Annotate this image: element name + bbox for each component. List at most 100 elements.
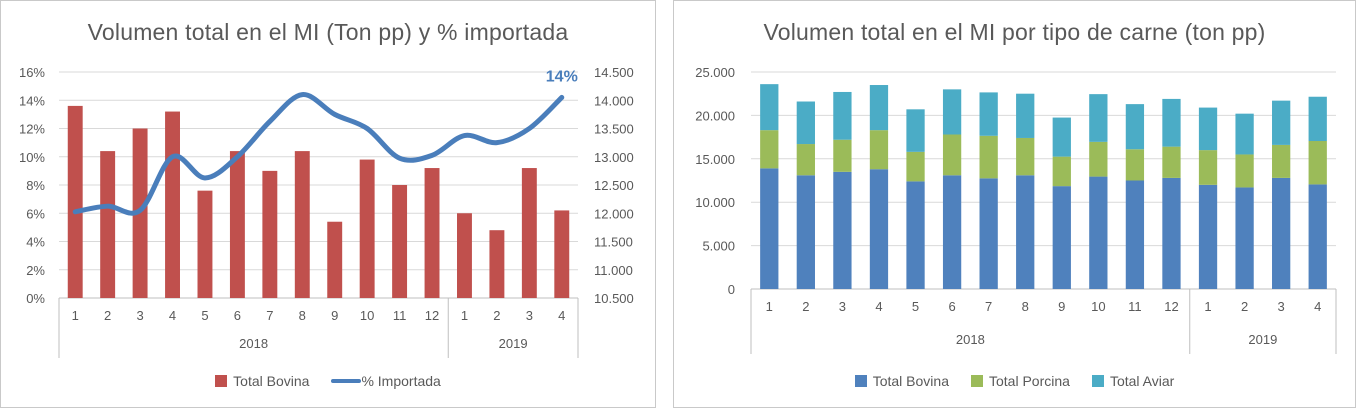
- segment-porcina: [1089, 141, 1108, 177]
- bar-bovina: [197, 190, 213, 298]
- segment-aviar: [833, 91, 852, 140]
- segment-bovina: [1272, 177, 1291, 289]
- point-importada: [107, 205, 109, 207]
- segment-porcina: [979, 135, 998, 179]
- x-tick-label: 4: [875, 299, 882, 314]
- y-left-tick-label: 12%: [19, 122, 45, 137]
- x-tick-label: 2: [493, 308, 500, 323]
- y-left-tick-label: 2%: [26, 263, 45, 278]
- segment-bovina: [1125, 180, 1145, 289]
- legend-imported: Total Bovina % Importada: [1, 373, 655, 389]
- x-tick-label: 2: [1241, 299, 1248, 314]
- line-importada: [72, 92, 565, 216]
- x-tick-label: 10: [1091, 299, 1105, 314]
- segment-porcina: [1162, 146, 1181, 178]
- x-tick-label: 11: [393, 308, 407, 323]
- segment-porcina: [1272, 144, 1291, 178]
- legend-item-importada: % Importada: [331, 373, 441, 389]
- chart-imported-svg: 0% 2% 4% 6% 8% 10% 12% 14% 16% 10.500 11.000 11.500…: [19, 65, 634, 358]
- y-right-tick-label: 12.000: [594, 206, 634, 221]
- point-importada: [301, 94, 303, 96]
- legend-swatch-bovina: [854, 375, 867, 387]
- point-importada: [496, 142, 498, 144]
- legend-swatch-porcina: [971, 375, 983, 387]
- x-tick-label: 11: [1128, 299, 1142, 314]
- segment-aviar: [1162, 98, 1181, 147]
- segment-bovina: [1308, 184, 1327, 289]
- x-tick-label: 12: [425, 308, 439, 323]
- bar-bovina: [424, 168, 440, 298]
- segment-aviar: [760, 84, 779, 131]
- y-left-tick-label: 16%: [19, 65, 45, 80]
- segment-porcina: [942, 134, 962, 176]
- segment-bovina: [796, 175, 815, 289]
- segment-bovina: [869, 169, 889, 289]
- point-importada: [366, 128, 368, 129]
- segment-porcina: [1198, 150, 1218, 185]
- segment-porcina: [906, 151, 925, 182]
- point-importada: [463, 135, 465, 137]
- segment-bovina: [1235, 187, 1254, 289]
- y-tick-label: 5.000: [702, 239, 735, 254]
- point-importada: [561, 96, 563, 98]
- y-left-tick-label: 10%: [19, 150, 45, 165]
- y-right-tick-label: 14.500: [594, 65, 634, 80]
- y-tick-label: 25.000: [695, 65, 735, 80]
- legend-swatch-importada: [331, 379, 362, 383]
- segment-porcina: [1016, 137, 1035, 176]
- segment-bovina: [1089, 176, 1108, 289]
- segment-porcina: [869, 130, 889, 170]
- segment-bovina: [760, 168, 779, 289]
- point-importada: [269, 120, 271, 122]
- x-tick-label: 1: [766, 299, 773, 314]
- bar-bovina: [327, 221, 343, 298]
- x-tick-label: 5: [201, 308, 208, 323]
- segment-bovina: [1198, 184, 1218, 289]
- y-tick-label: 0: [728, 282, 735, 297]
- segment-aviar: [1016, 93, 1035, 138]
- legend-label-importada: % Importada: [361, 373, 441, 389]
- bar-bovina: [165, 111, 180, 298]
- year-group-label: 2018: [239, 336, 268, 351]
- segment-bovina: [1162, 177, 1181, 289]
- bar-bovina: [100, 151, 116, 298]
- x-tick-label: 7: [985, 299, 992, 314]
- x-tick-label: 9: [1058, 299, 1065, 314]
- segment-aviar: [942, 89, 962, 135]
- y-right-tick-label: 14.000: [594, 93, 634, 108]
- segment-aviar: [1308, 96, 1327, 142]
- segment-porcina: [1308, 141, 1327, 185]
- segment-aviar: [869, 85, 889, 131]
- x-tick-label: 8: [1022, 299, 1029, 314]
- segment-aviar: [796, 101, 815, 145]
- y-left-tick-label: 8%: [26, 178, 45, 193]
- segment-aviar: [1052, 117, 1071, 157]
- chart-panel-imported: Volumen total en el MI (Ton pp) y % impo…: [0, 0, 656, 408]
- bar-bovina: [294, 151, 310, 298]
- x-tick-label: 6: [948, 299, 955, 314]
- y-right-tick-label: 13.000: [594, 150, 634, 165]
- x-tick-label: 8: [299, 308, 306, 323]
- point-importada: [399, 157, 401, 159]
- x-tick-label: 6: [234, 308, 241, 323]
- x-tick-label: 4: [1314, 299, 1321, 314]
- segment-porcina: [1052, 156, 1071, 187]
- point-importada: [172, 156, 174, 158]
- y-left-tick-label: 14%: [19, 93, 45, 108]
- year-group-label: 2019: [499, 336, 528, 351]
- segment-bovina: [1052, 186, 1071, 289]
- y-left-tick-label: 6%: [26, 206, 45, 221]
- x-tick-label: 1: [461, 308, 468, 323]
- x-tick-label: 10: [360, 308, 374, 323]
- year-group-label: 2019: [1248, 332, 1277, 347]
- x-tick-label: 9: [331, 308, 338, 323]
- segment-porcina: [760, 130, 779, 169]
- x-tick-label: 3: [1278, 299, 1285, 314]
- x-tick-label: 2: [104, 308, 111, 323]
- point-importada: [431, 154, 433, 156]
- bar-bovina: [67, 105, 83, 299]
- y-left-tick-label: 4%: [26, 235, 45, 250]
- chart-title-by-type: Volumen total en el MI por tipo de carne…: [763, 19, 1266, 45]
- y-right-tick-label: 12.500: [594, 178, 634, 193]
- legend-label-aviar: Total Aviar: [1109, 373, 1175, 389]
